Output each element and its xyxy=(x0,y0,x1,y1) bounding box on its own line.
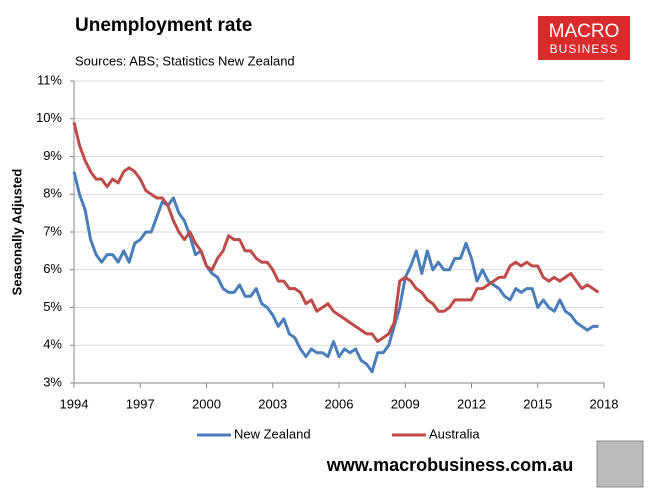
x-tick-label: 2012 xyxy=(457,396,486,411)
y-tick-label: 5% xyxy=(43,299,62,314)
logo-box xyxy=(538,16,630,60)
y-tick-label: 10% xyxy=(36,110,62,125)
logo-top: MACRO xyxy=(549,21,620,42)
x-tick-label: 2000 xyxy=(192,396,221,411)
chart-subtitle: Sources: ABS; Statistics New Zealand xyxy=(75,53,295,68)
x-tick-label: 2009 xyxy=(391,396,420,411)
y-tick-label: 7% xyxy=(43,223,62,238)
footer-url: www.macrobusiness.com.au xyxy=(326,455,573,475)
y-tick-label: 11% xyxy=(37,72,62,87)
series-line xyxy=(72,171,599,374)
y-tick-label: 9% xyxy=(43,148,62,163)
logo-icon xyxy=(596,440,644,488)
series-line xyxy=(72,122,600,343)
y-tick-label: 3% xyxy=(43,374,62,389)
x-tick-label: 1994 xyxy=(60,396,89,411)
legend-label: Australia xyxy=(429,426,480,441)
chart-title: Unemployment rate xyxy=(75,15,252,36)
x-tick-label: 2006 xyxy=(325,396,354,411)
x-tick-label: 1997 xyxy=(126,396,155,411)
x-tick-label: 2015 xyxy=(523,396,552,411)
y-tick-label: 6% xyxy=(43,261,62,276)
legend-label: New Zealand xyxy=(234,426,311,441)
y-tick-label: 8% xyxy=(43,186,62,201)
x-tick-label: 2003 xyxy=(258,396,287,411)
x-tick-label: 2018 xyxy=(590,396,619,411)
logo-bottom: BUSINESS xyxy=(550,42,619,56)
y-axis-label: Seasonally Adjusted xyxy=(9,169,24,296)
y-tick-label: 4% xyxy=(43,337,62,352)
